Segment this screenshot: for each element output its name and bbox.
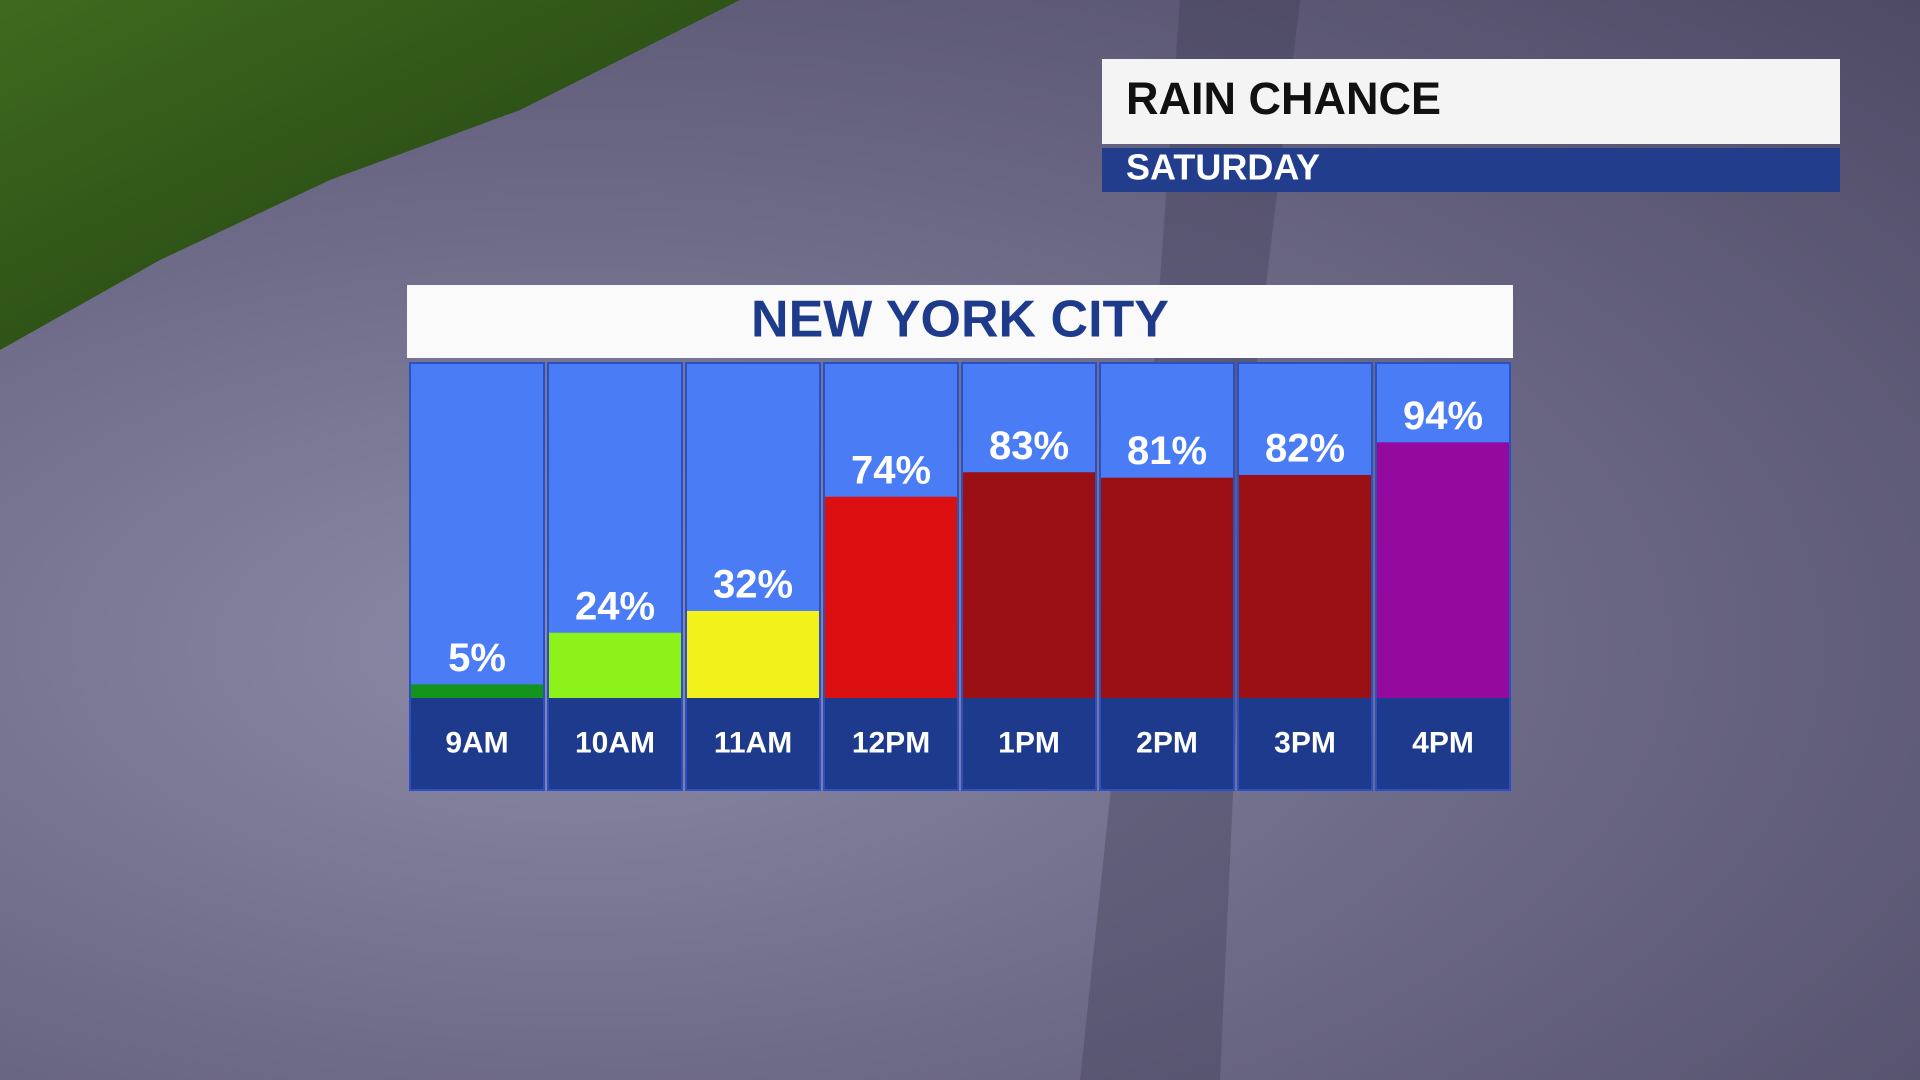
value-label: 32% — [713, 563, 793, 607]
x-tick-label: 10AM — [575, 726, 655, 759]
x-tick-label: 11AM — [714, 726, 792, 759]
label-band — [1239, 698, 1371, 789]
header-box — [1102, 59, 1840, 144]
x-tick-label: 9AM — [445, 726, 508, 759]
header-band — [1102, 148, 1840, 192]
bar — [1377, 442, 1509, 698]
value-label: 83% — [989, 424, 1069, 468]
label-band — [1377, 698, 1509, 789]
bar — [549, 632, 681, 698]
label-band — [1101, 698, 1233, 789]
label-band — [825, 698, 957, 789]
label-band — [549, 698, 681, 789]
value-label: 94% — [1403, 394, 1483, 438]
grass — [0, 0, 740, 350]
bar — [825, 496, 957, 698]
x-tick-label: 12PM — [852, 726, 930, 759]
value-label: 82% — [1265, 427, 1345, 471]
chart-title-box — [407, 285, 1513, 358]
label-band — [963, 698, 1095, 789]
chart-title: NEW YORK CITY — [751, 291, 1169, 349]
column-bg — [411, 364, 543, 698]
value-label: 24% — [575, 584, 655, 628]
bar — [963, 472, 1095, 698]
bar — [1239, 474, 1371, 698]
bar — [687, 610, 819, 698]
x-tick-label: 1PM — [998, 726, 1060, 759]
bar — [411, 684, 543, 698]
value-label: 5% — [448, 636, 506, 680]
x-tick-label: 4PM — [1412, 726, 1474, 759]
value-label: 81% — [1127, 429, 1207, 473]
bar — [1101, 477, 1233, 698]
x-tick-label: 2PM — [1136, 726, 1198, 759]
value-label: 74% — [851, 448, 931, 492]
label-band — [411, 698, 543, 789]
label-band — [687, 698, 819, 789]
header-subtitle: SATURDAY — [1126, 147, 1320, 188]
x-tick-label: 3PM — [1274, 726, 1336, 759]
header-title: RAIN CHANCE — [1126, 73, 1441, 124]
